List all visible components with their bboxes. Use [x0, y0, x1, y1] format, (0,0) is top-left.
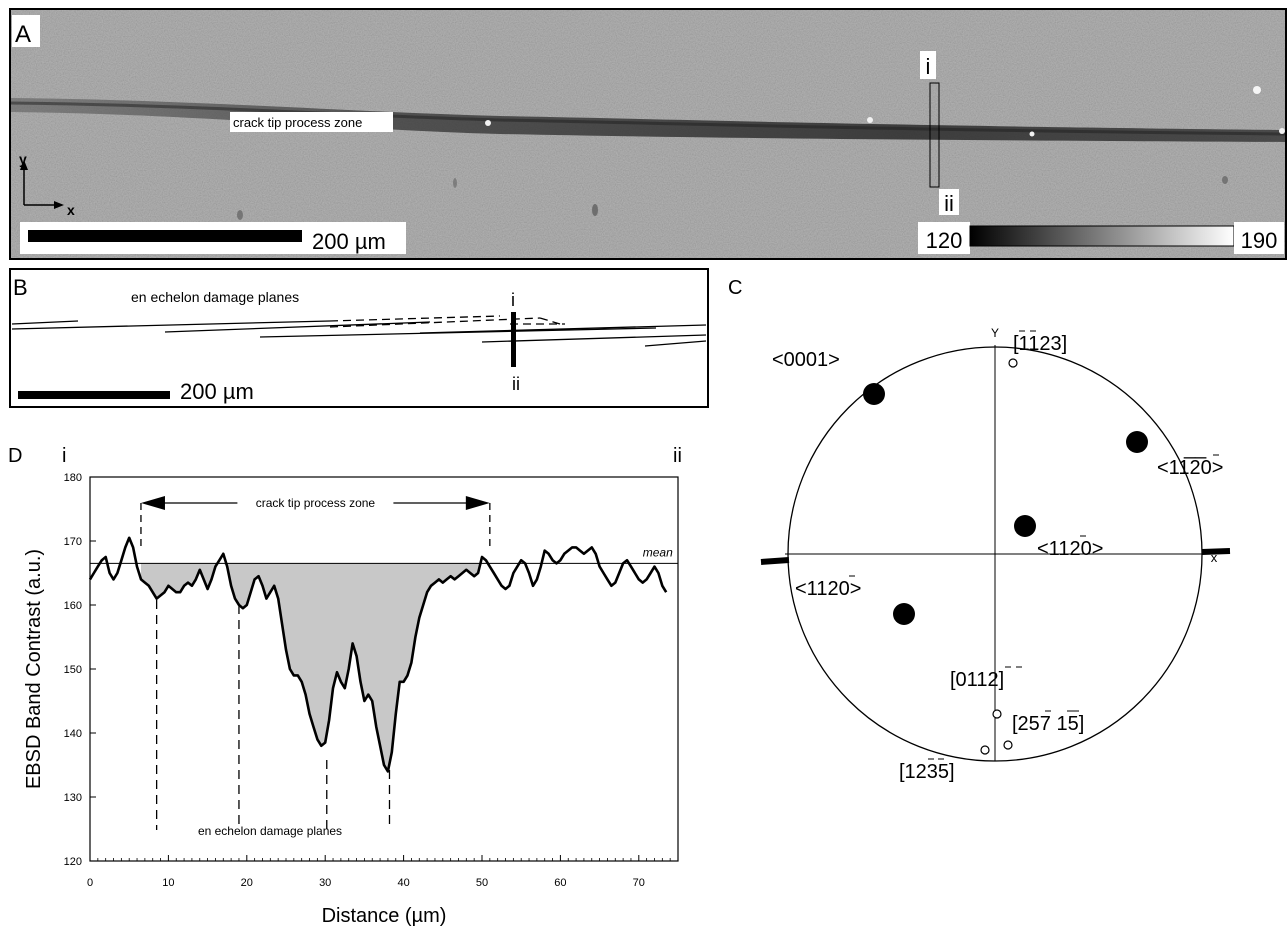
zone-label: crack tip process zone [256, 496, 376, 510]
x-axis-label: Distance (µm) [322, 905, 447, 927]
profile-line [511, 312, 516, 367]
profile-end-label: ii [944, 191, 954, 216]
y-tick-label: 170 [64, 536, 82, 548]
scale-bar [28, 230, 302, 242]
colorbar-max: 190 [1241, 228, 1278, 253]
x-tick-label: 40 [397, 877, 409, 889]
y-tick-label: 150 [64, 664, 82, 676]
band-contrast-line [88, 536, 668, 773]
dark-spot [453, 178, 457, 188]
panel-a-frame [9, 8, 1287, 260]
crack-trace-right [1201, 548, 1231, 555]
stereonet-y-label: Y [991, 326, 999, 340]
direction-label: [0112] [950, 669, 1004, 691]
direction-marker [980, 745, 990, 755]
x-tick-label: 70 [633, 877, 645, 889]
profile-start-label: i [926, 54, 931, 79]
band-contrast-plot: mean 0 10 20 30 40 50 60 70 120 130 140 150 160 170 180… [23, 472, 679, 927]
colorbar-min-box [918, 222, 970, 254]
colorbar-max-box [1234, 222, 1284, 254]
panel-a-label-box [12, 15, 40, 47]
pole-label: <1120> [795, 578, 861, 600]
zone-label: crack tip process zone [233, 115, 362, 130]
panel-b-label: B [13, 275, 28, 300]
start-marker: i [62, 445, 66, 467]
profile-box [929, 82, 940, 188]
x-tick-label: 20 [241, 877, 253, 889]
overbars [849, 330, 1219, 760]
zone-arrowhead-left [140, 496, 165, 510]
y-tick-label: 180 [64, 472, 82, 484]
y-tick-label: 140 [64, 728, 82, 740]
pole-label: <1120> [1037, 538, 1103, 560]
panel-b-title: en echelon damage planes [131, 289, 299, 305]
axis-x-label: x [67, 202, 75, 218]
x-tick-label: 60 [554, 877, 566, 889]
profile-end-label: ii [512, 374, 520, 394]
x-tick-label: 30 [319, 877, 331, 889]
colorbar-min: 120 [926, 228, 963, 253]
direction-label: [1123] [1013, 333, 1067, 355]
profile-start-label: i [511, 290, 515, 310]
end-marker: ii [673, 445, 682, 467]
panel-a: A crack tip process zone i ii y x 200 µm… [9, 8, 1287, 260]
profile-i-box [920, 51, 936, 79]
direction-marker [1003, 740, 1013, 750]
bright-spot [1029, 131, 1035, 137]
x-tick-label: 50 [476, 877, 488, 889]
direction-label: [257 15] [1012, 713, 1084, 735]
pole-marker [863, 383, 885, 405]
dark-spot [237, 210, 243, 220]
panel-d: D i ii mean 0 10 20 30 40 50 60 70 120 130 140 150 16… [8, 445, 682, 927]
pole-label: <0001> [772, 349, 840, 371]
panel-b: B en echelon damage planes i ii 200 µm [9, 268, 709, 408]
bright-spot [1253, 86, 1261, 94]
deficit-area [141, 563, 490, 772]
x-tick-label: 10 [162, 877, 174, 889]
scale-bar-label: 200 µm [180, 379, 254, 404]
crack-trace-left [760, 557, 790, 565]
damage-plane-traces [11, 315, 707, 347]
bright-spot [1279, 128, 1285, 134]
dark-spot [1222, 176, 1228, 184]
bright-spot [867, 117, 873, 123]
axis-y-label: y [19, 151, 27, 167]
scale-bar [18, 391, 170, 399]
panel-d-label: D [8, 445, 22, 467]
pole-label: <11̅2̅0> [1157, 456, 1223, 479]
y-axis-label: EBSD Band Contrast (a.u.) [23, 549, 45, 789]
y-tick-label: 160 [64, 600, 82, 612]
panel-a-label: A [15, 21, 31, 48]
pole-marker [893, 603, 915, 625]
y-tick-label: 120 [64, 856, 82, 868]
bright-spot [485, 120, 491, 126]
profile-ii-box [939, 189, 959, 215]
zone-label-box [237, 493, 394, 511]
pole-marker [1014, 515, 1036, 537]
crack-core [9, 101, 1287, 136]
direction-marker [992, 709, 1002, 719]
x-tick-label: 0 [87, 877, 93, 889]
direction-label: [1235] [899, 761, 955, 783]
stereonet-x-label: x [1211, 550, 1218, 565]
y-tick-label: 130 [64, 792, 82, 804]
zone-arrowhead-right [465, 496, 490, 510]
colorbar [969, 225, 1235, 247]
damage-label: en echelon damage planes [198, 824, 342, 838]
panel-c: C Y x <0001> <11̅2̅0> <1120> <1120> [112… [728, 277, 1231, 783]
direction-marker [1008, 358, 1018, 368]
mean-label: mean [643, 545, 673, 559]
panel-c-label: C [728, 277, 742, 299]
zone-label-box [230, 112, 393, 132]
scale-bar-label: 200 µm [312, 229, 386, 254]
dark-spot [592, 204, 598, 216]
axis-indicator: y x [19, 151, 75, 218]
pole-marker [1126, 431, 1148, 453]
